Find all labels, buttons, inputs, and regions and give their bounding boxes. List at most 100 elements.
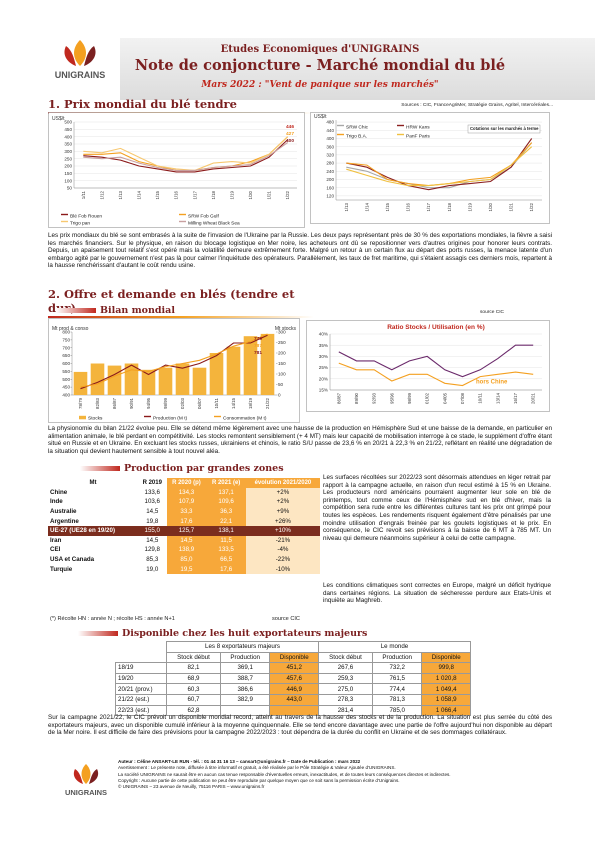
table-cell: 62,8 xyxy=(166,704,221,717)
y2-tick-label: 250 xyxy=(278,340,286,345)
y-tick-label: 320 xyxy=(326,152,334,157)
header-org: Etudes Economiques d'UNIGRAINS xyxy=(220,44,420,55)
legend-label: SRW Fob Gulf xyxy=(188,214,220,220)
y-tick-label: 550 xyxy=(62,369,70,374)
table-row: 18/19 82,1 369,1 451,2 267,6 732,2 999,8 xyxy=(115,662,471,674)
y-tick-label: 800 xyxy=(62,330,70,335)
x-tick-label: 86/87 xyxy=(336,392,341,404)
x-tick-label: 14/15 xyxy=(231,397,236,409)
table-cell: 19/20 xyxy=(115,672,167,685)
table-cell: +26% xyxy=(245,516,320,526)
table-cell: 20/21 (prov.) xyxy=(115,683,167,695)
x-tick-label: 1/21 xyxy=(267,190,272,199)
x-tick-label: 10/11 xyxy=(478,392,483,403)
y2-tick-label: 200 xyxy=(278,351,286,356)
footer: Auteur : Céline ANSART-LE RUN - tél. : 0… xyxy=(118,759,558,790)
table-cell: 85,0 xyxy=(166,554,207,565)
bar xyxy=(158,367,173,395)
x-tick-label: 1/17 xyxy=(426,202,431,211)
x-tick-label: 98/99 xyxy=(163,397,168,409)
y-tick-label: 160 xyxy=(326,185,334,190)
note-box xyxy=(467,124,541,134)
x-tick-label: 1/18 xyxy=(211,190,216,199)
series-line xyxy=(83,136,289,171)
x-tick-label: 90/91 xyxy=(129,397,134,409)
chart-frame xyxy=(48,318,300,423)
table-cell: 14,5 xyxy=(166,535,207,546)
paragraph: La physionomie du bilan 21/22 évolue peu… xyxy=(48,425,552,455)
table-cell: 103,6 xyxy=(144,498,160,506)
y-tick-label: 600 xyxy=(62,361,70,366)
y-axis-label: US$/t xyxy=(314,114,327,120)
x-tick-label: 1/19 xyxy=(467,202,472,211)
table-cell: -21% xyxy=(245,535,320,546)
table-row: Australie 14,5 33,3 36,3 +9% xyxy=(48,506,320,517)
bar xyxy=(90,363,105,395)
table-header-cell: Production xyxy=(219,651,271,664)
table-cell: 138,9 xyxy=(166,545,207,555)
chart-note: Cotations sur les marchés à terme xyxy=(470,126,539,131)
x-tick-label: 20/21 xyxy=(531,392,536,404)
legend-label: HRW Kans xyxy=(406,125,430,131)
table-group-cell: Les 8 exportateurs majeurs xyxy=(166,641,319,653)
table-row: UE-27 (UE28 en 19/20) 155,0 125,7 138,1 +10% xyxy=(48,525,320,536)
series-line xyxy=(338,362,534,387)
table-cell: USA et Canada xyxy=(50,556,95,564)
x-tick-label: 89/90 xyxy=(354,392,359,404)
legend-label: hors Chine xyxy=(476,380,508,386)
subheading: Production par grandes zones xyxy=(80,463,284,474)
logo-bottom: UNIGRAINS xyxy=(65,764,107,797)
bar xyxy=(209,353,224,395)
series-line xyxy=(338,344,534,378)
paragraph: Les conditions climatiques sont correcte… xyxy=(323,582,551,605)
table-cell: Australie xyxy=(50,508,77,516)
y-tick-label: 360 xyxy=(326,144,334,149)
table-header-cell: Disponible xyxy=(421,651,471,664)
table-header-cell: Stock début xyxy=(317,651,373,664)
disponible-table: Les 8 exportateurs majeurs Le monde Stock … xyxy=(115,641,472,717)
y-tick-label: 700 xyxy=(62,345,70,350)
x-tick-label: 1/20 xyxy=(248,190,253,199)
table-cell: 155,0 xyxy=(138,525,167,536)
table-header-cell: Mt xyxy=(89,479,97,486)
header-banner xyxy=(120,38,595,100)
table-header-row: Mt R 2019 R 2020 (p) R 2021 (e) évolution 20… xyxy=(48,478,320,488)
table-cell: 1 058,9 xyxy=(421,693,471,706)
bar xyxy=(175,363,190,395)
y-tick-label: 500 xyxy=(64,120,72,125)
table-cell: 133,6 xyxy=(144,488,160,496)
table-cell: 18/19 xyxy=(115,662,167,674)
table-cell: 109,6 xyxy=(206,497,246,507)
table-header-cell: évolution 2021/2020 xyxy=(245,478,320,488)
table-row: Iran 14,5 14,5 11,5 -21% xyxy=(48,535,320,546)
y-axis-label: Mt prod & conso xyxy=(52,326,89,332)
y2-tick-label: 50 xyxy=(278,382,284,387)
table-corner xyxy=(116,642,167,653)
x-tick-label: 16/17 xyxy=(513,392,518,404)
table-cell: 457,6 xyxy=(269,672,319,685)
y-tick-label: 50 xyxy=(67,186,73,191)
legend-label: Trigo pan xyxy=(70,221,90,227)
sources: Sources : CIC, FranceAgriMer, Stratégie … xyxy=(401,103,553,108)
annotation: 779 xyxy=(254,336,262,342)
logo-text: UNIGRAINS xyxy=(55,70,106,80)
y2-tick-label: 0 xyxy=(278,393,281,398)
table-cell: +10% xyxy=(245,525,320,536)
table-cell: 11,5 xyxy=(206,535,246,546)
y-tick-label: 400 xyxy=(326,136,334,141)
series-line xyxy=(80,333,268,388)
legend-swatch xyxy=(337,124,344,127)
logo-top: UNIGRAINS xyxy=(55,40,106,80)
table-cell: 1 049,4 xyxy=(421,683,471,695)
x-tick-label: 1/14 xyxy=(364,202,369,211)
legend-swatch xyxy=(144,415,151,418)
y-tick-label: 15% xyxy=(319,388,328,393)
x-tick-label: 02/03 xyxy=(180,397,185,409)
table-cell: 22/23 (est.) xyxy=(115,704,167,717)
table-cell: 369,1 xyxy=(219,662,271,674)
subheading: Bilan mondial xyxy=(56,305,175,316)
x-tick-label: 1/16 xyxy=(174,190,179,199)
table-cell: 125,7 xyxy=(166,525,207,536)
bar xyxy=(73,371,88,395)
table-header-cell: Disponible xyxy=(269,651,319,664)
